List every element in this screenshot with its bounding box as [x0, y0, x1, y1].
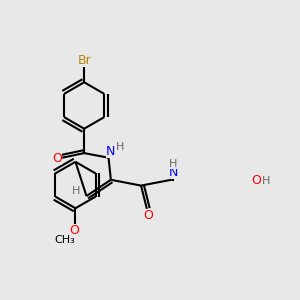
Text: H: H [169, 158, 178, 169]
Text: O: O [52, 152, 62, 165]
Text: O: O [251, 175, 261, 188]
Text: H: H [116, 142, 124, 152]
Text: H: H [262, 176, 271, 186]
Text: N: N [106, 146, 116, 158]
Text: O: O [143, 209, 153, 222]
Text: H: H [72, 186, 80, 197]
Text: N: N [169, 166, 178, 179]
Text: CH₃: CH₃ [55, 235, 75, 244]
Text: Br: Br [77, 54, 91, 67]
Text: O: O [69, 224, 79, 237]
